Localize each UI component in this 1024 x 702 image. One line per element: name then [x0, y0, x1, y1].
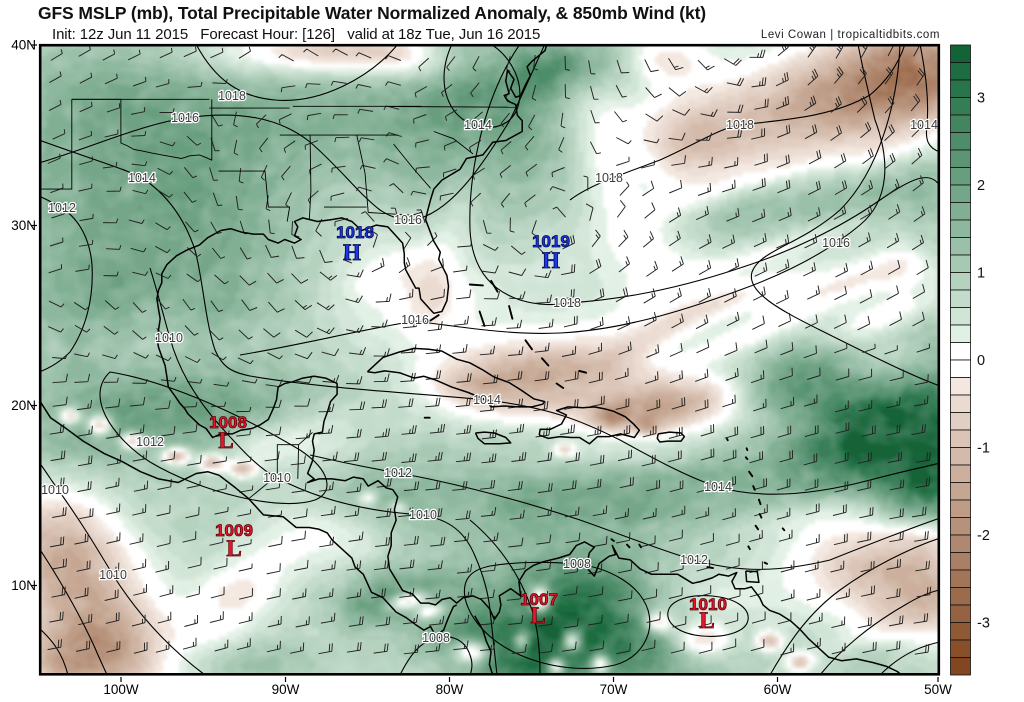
svg-text:3: 3	[977, 91, 985, 107]
svg-text:1009: 1009	[215, 521, 253, 540]
svg-text:100W: 100W	[103, 682, 139, 697]
svg-text:L: L	[218, 428, 233, 453]
svg-text:1014: 1014	[910, 118, 938, 132]
svg-text:H: H	[542, 248, 560, 273]
svg-text:1012: 1012	[136, 435, 164, 449]
svg-text:1014: 1014	[473, 393, 501, 407]
svg-text:1007: 1007	[520, 590, 558, 609]
svg-text:1016: 1016	[822, 236, 850, 250]
svg-text:70W: 70W	[600, 682, 628, 697]
svg-text:1010: 1010	[263, 471, 291, 485]
svg-text:1016: 1016	[401, 313, 429, 327]
svg-text:80W: 80W	[436, 682, 464, 697]
svg-text:1012: 1012	[384, 466, 412, 480]
svg-text:1008: 1008	[209, 413, 247, 432]
svg-text:2: 2	[977, 178, 985, 194]
svg-text:1018: 1018	[726, 118, 754, 132]
svg-text:10N: 10N	[11, 578, 36, 593]
svg-text:1019: 1019	[532, 232, 570, 251]
svg-text:1014: 1014	[128, 171, 156, 185]
svg-text:0: 0	[977, 353, 985, 369]
svg-text:50W: 50W	[924, 682, 952, 697]
svg-text:40N: 40N	[11, 38, 36, 53]
svg-text:L: L	[530, 603, 545, 628]
svg-text:1012: 1012	[48, 201, 76, 215]
svg-text:H: H	[343, 240, 361, 265]
svg-text:1018: 1018	[553, 296, 581, 310]
svg-text:1018: 1018	[595, 171, 623, 185]
svg-text:L: L	[226, 536, 241, 561]
svg-text:20N: 20N	[11, 398, 36, 413]
svg-text:1010: 1010	[99, 568, 127, 582]
svg-text:1012: 1012	[680, 553, 708, 567]
svg-text:-3: -3	[977, 616, 990, 632]
svg-text:1008: 1008	[563, 557, 591, 571]
svg-text:1014: 1014	[464, 118, 492, 132]
svg-text:1010: 1010	[155, 331, 183, 345]
svg-text:60W: 60W	[764, 682, 792, 697]
svg-text:-2: -2	[977, 528, 990, 544]
svg-text:1010: 1010	[689, 595, 727, 614]
svg-text:1018: 1018	[218, 89, 246, 103]
svg-text:30N: 30N	[11, 218, 36, 233]
svg-text:1010: 1010	[409, 508, 437, 522]
svg-text:1016: 1016	[394, 213, 422, 227]
svg-text:1: 1	[977, 266, 985, 282]
svg-text:1016: 1016	[171, 111, 199, 125]
svg-text:L: L	[699, 608, 714, 633]
svg-text:1008: 1008	[422, 631, 450, 645]
svg-text:1018: 1018	[336, 223, 374, 242]
svg-text:1014: 1014	[704, 480, 732, 494]
svg-text:90W: 90W	[272, 682, 300, 697]
svg-text:-1: -1	[977, 441, 990, 457]
svg-text:1010: 1010	[41, 483, 69, 497]
